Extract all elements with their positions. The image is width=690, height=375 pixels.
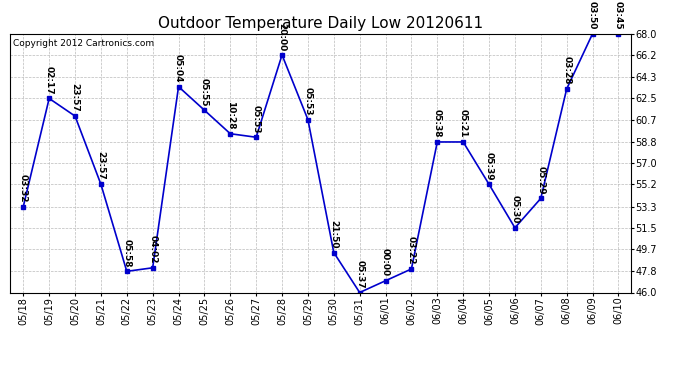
Text: 05:38: 05:38: [433, 109, 442, 138]
Text: 20:00: 20:00: [277, 22, 286, 51]
Text: 03:50: 03:50: [588, 1, 597, 30]
Text: 05:29: 05:29: [536, 166, 545, 194]
Text: 05:04: 05:04: [174, 54, 183, 82]
Text: 05:58: 05:58: [122, 238, 131, 267]
Text: 05:39: 05:39: [484, 152, 493, 180]
Text: 03:22: 03:22: [407, 236, 416, 265]
Text: Copyright 2012 Cartronics.com: Copyright 2012 Cartronics.com: [14, 39, 155, 48]
Text: 05:30: 05:30: [511, 195, 520, 223]
Text: 00:00: 00:00: [381, 249, 390, 277]
Text: 03:28: 03:28: [562, 56, 571, 85]
Text: 03:45: 03:45: [614, 1, 623, 30]
Text: 03:32: 03:32: [19, 174, 28, 202]
Text: 05:21: 05:21: [459, 109, 468, 138]
Text: 21:50: 21:50: [329, 220, 338, 248]
Text: 23:57: 23:57: [97, 152, 106, 180]
Text: 02:17: 02:17: [45, 66, 54, 94]
Text: 05:53: 05:53: [304, 87, 313, 116]
Text: 05:37: 05:37: [355, 260, 364, 288]
Text: 10:28: 10:28: [226, 101, 235, 129]
Text: 04:02: 04:02: [148, 235, 157, 264]
Text: 05:55: 05:55: [200, 78, 209, 106]
Text: 23:57: 23:57: [70, 83, 79, 112]
Title: Outdoor Temperature Daily Low 20120611: Outdoor Temperature Daily Low 20120611: [158, 16, 484, 31]
Text: 05:53: 05:53: [252, 105, 261, 133]
